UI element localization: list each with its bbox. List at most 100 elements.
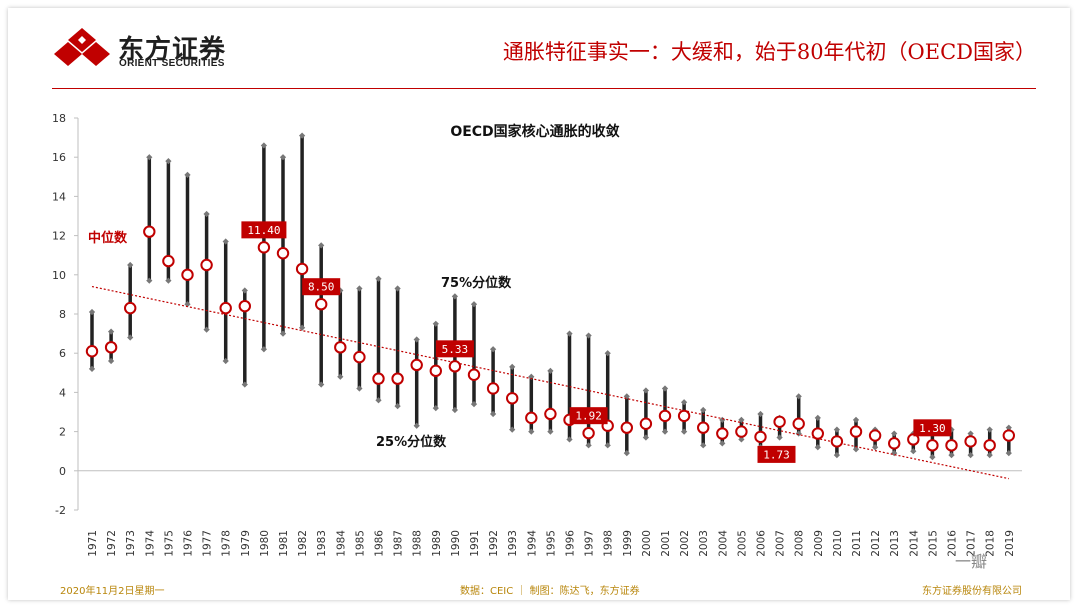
median-point-1979 [238,299,252,313]
median-point-2009 [811,427,824,440]
chart-title: OECD国家核心通胀的收敛 [450,123,619,140]
p75-marker-2005 [738,416,745,423]
p75-marker-1972 [107,328,115,335]
data-labels-layer: 11.40 8.50 5.33 1.92 1.73 1.30 [241,221,952,463]
data-label-1980: 11.40 [247,224,280,237]
x-tick-label: 1998 [603,530,615,557]
median-point-1997 [582,426,595,440]
median-point-1971 [85,345,99,358]
x-tick-label: 1985 [354,530,366,557]
p25-marker-1986 [375,397,382,404]
median-point-2012 [868,429,882,442]
x-tick-label: 2002 [679,530,691,557]
p25-marker-1974 [146,277,153,284]
x-tick-label: 2015 [927,530,939,557]
p25-marker-1973 [127,334,134,341]
footer-source: 数据：CEIC ｜ 制图：陈达飞，东方证券 [460,586,640,597]
x-tick-label: 2001 [660,530,672,557]
p75-marker-1985 [356,285,363,292]
y-tick-label: 18 [52,112,66,125]
p75-marker-2019 [1005,424,1012,431]
p25-marker-2012 [871,444,879,451]
median-point-2015 [926,439,939,452]
p75-marker-1989 [432,320,439,327]
p75-marker-1988 [413,336,420,343]
median-point-2004 [716,427,729,440]
y-tick-label: -2 [55,504,66,517]
p75-annotation: 75%分位数 [441,275,512,291]
median-annotation: 中位数 [88,230,128,246]
median-point-1984 [334,341,347,354]
median-point-1989 [429,364,442,378]
y-tick-label: 12 [52,230,66,243]
p25-marker-2015 [929,453,936,461]
p25-marker-1998 [604,442,611,449]
p75-marker-1986 [375,275,382,282]
p75-marker-1971 [88,308,96,316]
p75-marker-2009 [814,414,821,421]
median-point-1986 [372,372,385,385]
p25-marker-1972 [107,357,115,365]
data-label-box-1983 [302,278,341,296]
p25-marker-2014 [910,448,917,455]
data-label-box-1997 [569,407,608,425]
median-point-1978 [219,301,232,315]
median-point-2013 [888,437,901,450]
p75-marker-1979 [241,287,248,294]
data-label-2015: 1.30 [919,422,946,435]
p75-marker-1998 [604,350,611,357]
p75-marker-1995 [547,367,554,374]
orient-securities-logo-icon [54,28,110,66]
x-tick-label: 1990 [450,530,462,557]
median-point-2008 [792,417,805,430]
p25-marker-2002 [680,428,688,435]
p25-marker-1977 [203,326,210,333]
y-tick-label: 0 [59,465,66,478]
x-tick-label: 1974 [144,530,156,557]
p25-marker-1984 [337,373,344,380]
p75-marker-1981 [279,154,287,161]
data-label-1997: 1.92 [575,410,602,423]
p75-marker-1976 [184,171,191,178]
p25-marker-2017 [967,452,974,459]
median-point-2017 [964,435,977,448]
data-label-box-1990 [435,340,474,358]
p25-marker-1971 [88,365,96,372]
x-tick-label: 1982 [297,530,309,557]
p25-marker-1990 [451,406,459,414]
p25-marker-1995 [547,428,554,435]
p75-marker-2008 [795,393,802,400]
median-point-1974 [143,225,156,238]
p75-marker-1975 [165,158,172,165]
p75-marker-1997 [585,332,592,339]
p25-marker-1989 [432,404,439,412]
p75-marker-1992 [489,346,497,353]
median-point-1993 [506,392,519,405]
p25-marker-1997 [585,442,592,449]
p75-marker-2003 [700,406,707,414]
logo-en-text: ORIENT SECURITIES [119,58,225,69]
p75-marker-2004 [719,416,726,423]
y-axis-layer: -2 0 2 4 6 8 10 12 14 16 18 [52,112,1022,517]
median-point-1972 [104,341,118,354]
p75-marker-1993 [509,363,516,371]
median-point-2002 [677,409,691,423]
x-tick-label: 2019 [1004,530,1016,557]
median-point-1994 [525,411,538,425]
x-tick-label: 1992 [488,530,500,557]
median-point-2016 [945,439,958,452]
p75-marker-1973 [127,261,134,269]
p25-marker-2016 [948,452,955,459]
footer-date: 2020年11月2日星期一 [60,586,165,597]
p25-marker-2019 [1005,450,1012,457]
y-tick-label: 8 [59,308,66,321]
p75-marker-1987 [394,285,401,292]
median-trend-line [91,285,1009,480]
p25-marker-1991 [470,401,478,408]
x-tick-label: 2016 [947,530,959,557]
p75-marker-1990 [451,293,459,300]
p25-marker-1993 [509,426,516,433]
p25-marker-1981 [279,330,287,337]
data-label-box-2006 [757,445,796,463]
p25-marker-1994 [528,428,535,435]
